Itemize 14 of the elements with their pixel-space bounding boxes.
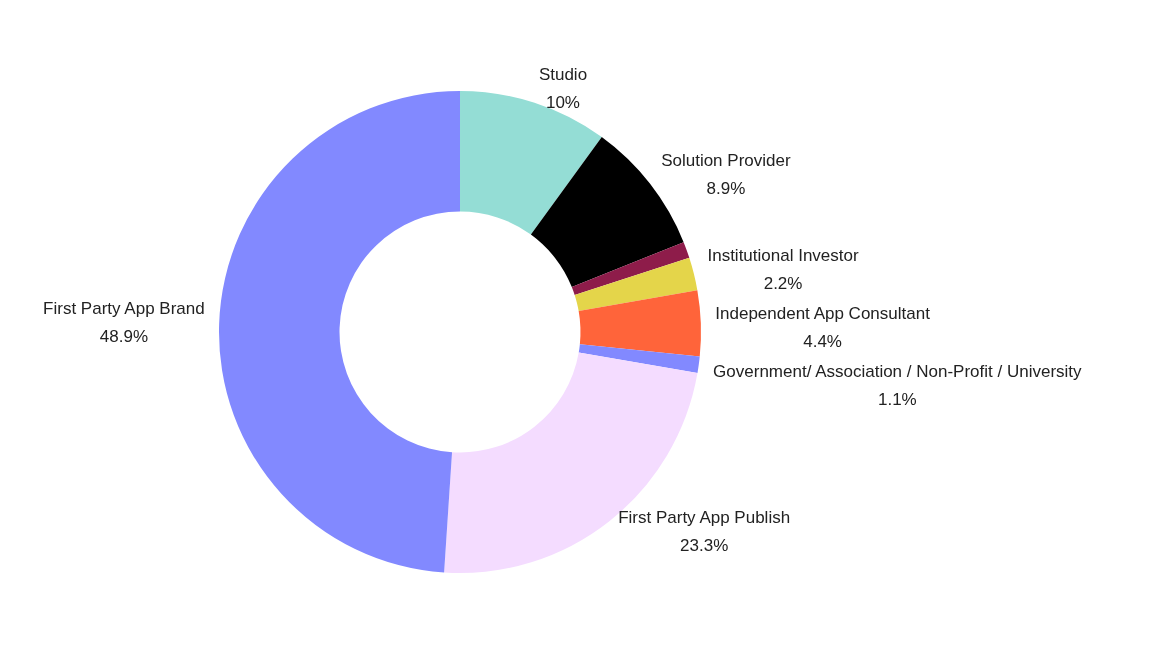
data-label: 1.1%	[877, 390, 917, 410]
slice-label: Government/ Association / Non-Profit / University	[713, 362, 1083, 382]
data-label: 48.9%	[99, 327, 148, 347]
slice-label: Solution Provider	[661, 150, 791, 170]
data-label: 10%	[545, 93, 580, 113]
data-label: 4.4%	[803, 332, 842, 352]
data-label: 2.2%	[763, 274, 803, 294]
slice-label: First Party App Brand	[43, 299, 205, 319]
slice-label: Studio	[538, 65, 588, 85]
data-label: 8.9%	[706, 178, 746, 198]
slice-label: Independent App Consultant	[715, 304, 931, 324]
slice-label: Institutional Investor	[707, 246, 859, 266]
data-label: 23.3%	[680, 536, 729, 556]
slice-label: First Party App Publish	[618, 508, 791, 528]
